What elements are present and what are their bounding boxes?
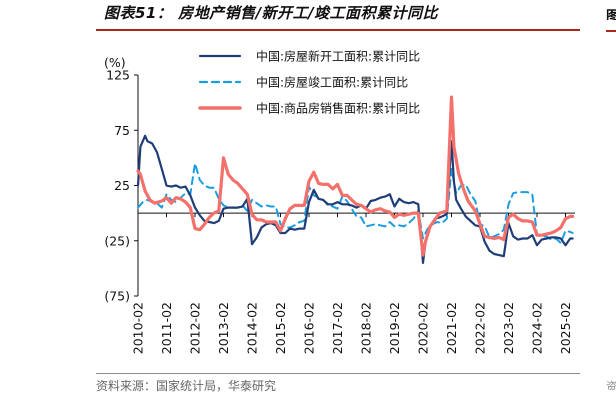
x-tick-label: 2018-02 bbox=[359, 302, 374, 354]
x-tick-label: 2025-02 bbox=[558, 302, 573, 354]
figure-title: 图表51： 房地产销售/新开工/竣工面积累计同比 bbox=[104, 4, 439, 22]
series-line-0 bbox=[136, 134, 574, 264]
next-figure-source-fragment: 资 bbox=[606, 380, 616, 390]
source-note: 资料来源：国家统计局，华泰研究 bbox=[96, 379, 277, 393]
chart-legend: 中国:房屋新开工面积:累计同比中国:房屋竣工面积:累计同比中国:商品房销售面积:… bbox=[198, 49, 420, 116]
legend-label-1: 中国:房屋竣工面积:累计同比 bbox=[256, 75, 408, 90]
x-tick-label: 2016-02 bbox=[302, 302, 317, 354]
chart-axes: (75) (25) 25 75 125(%) 2010-02 2011-02 2012-02 2… bbox=[104, 55, 575, 354]
x-tick-label: 2023-02 bbox=[501, 302, 516, 354]
x-tick-label: 2010-02 bbox=[131, 302, 146, 354]
x-tick-label: 2017-02 bbox=[330, 302, 345, 354]
x-tick-label: 2019-02 bbox=[387, 302, 402, 354]
title-rule bbox=[96, 29, 580, 31]
x-tick-label: 2012-02 bbox=[188, 302, 203, 354]
chart-series bbox=[136, 95, 575, 264]
y-tick-label: (75) bbox=[104, 289, 130, 304]
series-line-2 bbox=[136, 95, 575, 257]
x-tick-label: 2015-02 bbox=[273, 302, 288, 354]
y-tick-label: 25 bbox=[114, 178, 130, 193]
legend-label-2: 中国:商品房销售面积:累计同比 bbox=[256, 101, 420, 116]
series-line-1 bbox=[137, 162, 574, 244]
y-tick-label: (25) bbox=[104, 233, 130, 248]
x-tick-label: 2022-02 bbox=[473, 302, 488, 354]
x-tick-label: 2024-02 bbox=[530, 302, 545, 354]
next-figure-rule-fragment bbox=[606, 30, 616, 32]
x-tick-label: 2014-02 bbox=[245, 302, 260, 354]
y-tick-label: 75 bbox=[114, 123, 130, 138]
next-figure-title-fragment: 图 bbox=[606, 9, 616, 20]
x-tick-label: 2011-02 bbox=[159, 302, 174, 354]
legend-label-0: 中国:房屋新开工面积:累计同比 bbox=[256, 49, 420, 64]
source-rule bbox=[96, 373, 580, 374]
y-axis-unit: (%) bbox=[104, 55, 126, 70]
y-tick-label: 125 bbox=[106, 68, 130, 83]
x-tick-label: 2021-02 bbox=[444, 302, 459, 354]
x-tick-label: 2013-02 bbox=[216, 302, 231, 354]
x-tick-label: 2020-02 bbox=[416, 302, 431, 354]
